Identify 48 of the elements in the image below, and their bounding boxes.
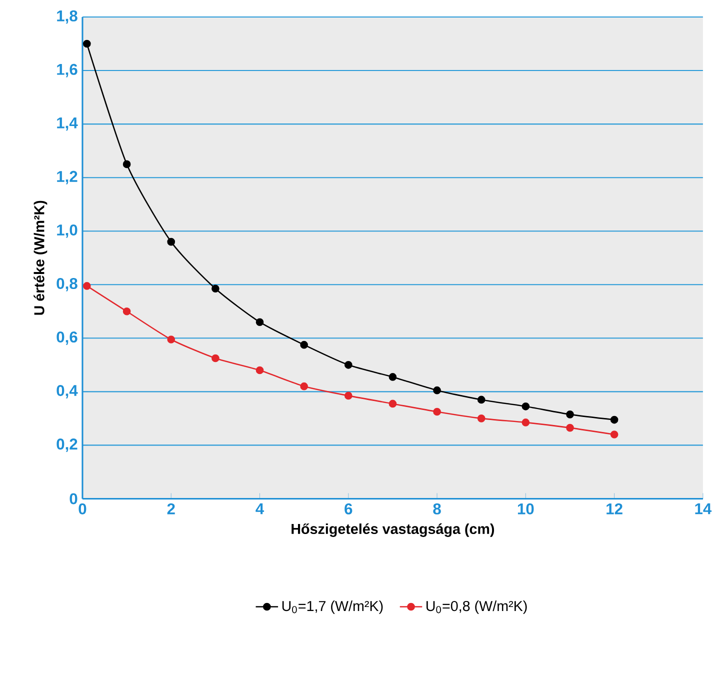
point <box>122 307 131 316</box>
x-tick-label: 8 <box>433 503 441 514</box>
x-tick-label: 10 <box>518 503 534 514</box>
legend-label: U$_{0}$=0,8 (W/m²K) <box>426 600 527 614</box>
point <box>344 360 352 369</box>
x-tick-label: 12 <box>606 503 622 514</box>
y-tick-label: 0,8 <box>56 278 78 292</box>
point <box>300 382 308 390</box>
legend-label: U$_{0}$=1,7 (W/m²K) <box>282 600 383 614</box>
x-axis-title: Hőszigetelés vastagsága (cm) <box>292 523 494 537</box>
y-tick-label: 1,8 <box>57 10 78 24</box>
point <box>477 396 486 404</box>
point <box>344 392 352 400</box>
point <box>212 284 220 292</box>
point <box>388 400 397 408</box>
y-tick-label: 1,2 <box>57 170 78 184</box>
point <box>82 40 91 48</box>
point <box>300 340 308 349</box>
y-axis-title: U értéke (W/m²K) <box>34 200 48 315</box>
point <box>566 410 574 418</box>
y-tick-label: 1,4 <box>57 117 78 130</box>
x-tick-label: 2 <box>167 503 175 514</box>
point <box>433 408 441 416</box>
y-tick-label: 0,6 <box>56 331 78 345</box>
point <box>167 238 176 246</box>
point <box>388 372 397 381</box>
point <box>477 414 486 422</box>
y-tick-label: 1,6 <box>57 64 78 78</box>
point <box>256 318 264 326</box>
point <box>256 366 264 374</box>
y-tick-label: 0,2 <box>56 438 78 452</box>
x-tick-label: 0 <box>78 503 86 514</box>
point <box>610 430 618 438</box>
x-tick-label: 14 <box>695 503 712 514</box>
point <box>433 386 441 394</box>
point <box>167 335 176 344</box>
y-tick-label: 0 <box>70 493 78 504</box>
point <box>82 282 91 290</box>
point <box>122 160 131 168</box>
point <box>610 416 618 424</box>
x-tick-label: 4 <box>256 503 264 514</box>
point <box>212 354 220 362</box>
x-tick-label: 6 <box>344 503 352 514</box>
point <box>522 418 530 426</box>
point <box>522 402 530 410</box>
y-tick-label: 1,0 <box>57 224 78 238</box>
point <box>566 424 574 432</box>
y-tick-label: 0,4 <box>56 384 78 398</box>
